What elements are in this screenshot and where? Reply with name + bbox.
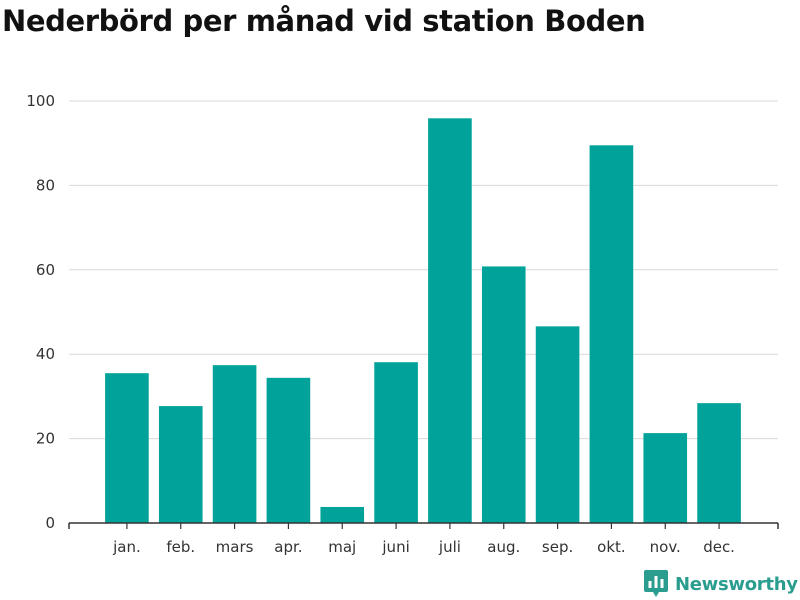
newsworthy-brand: Newsworthy [644,568,798,600]
x-tick-label: nov. [650,538,681,556]
y-tick-label: 80 [36,176,55,194]
y-tick-label: 0 [45,514,55,532]
brand-name: Newsworthy [675,573,798,595]
x-tick-label: mars [216,538,254,556]
bar-7 [481,266,526,523]
x-tick-label: aug. [487,538,520,556]
bar-4 [320,506,365,523]
x-tick-label: jan. [112,538,141,556]
chart-title: Nederbörd per månad vid station Boden [2,4,646,38]
x-tick-label: dec. [703,538,735,556]
x-axis-labels: jan. feb. mars apr. maj juni juli aug. sep. okt. n… [112,538,735,556]
bar-3 [266,377,311,523]
x-tick-label: okt. [597,538,626,556]
y-tick-label: 100 [26,92,55,110]
x-tick-label: feb. [166,538,195,556]
x-tick-label: apr. [274,538,302,556]
bar-5 [374,362,418,523]
gridlines [69,100,778,440]
x-axis [68,522,779,529]
y-tick-label: 40 [36,345,55,363]
bar-8 [535,326,580,523]
x-tick-label: juni [381,538,409,556]
bar-10 [643,433,688,523]
bars [105,118,741,523]
x-tick-label: juli [438,538,461,556]
bar-0 [105,373,149,523]
bar-11 [697,403,741,523]
bar-6 [428,118,472,523]
x-tick-label: maj [328,538,356,556]
bar-1 [158,406,203,523]
bar-9 [589,145,634,523]
bar-2 [212,365,257,523]
x-tick-label: sep. [542,538,573,556]
y-axis-labels: 0 20 40 60 80 100 [26,92,55,532]
y-tick-label: 60 [36,261,55,279]
bar-chart-logo-icon [644,570,668,597]
y-tick-label: 20 [36,430,55,448]
